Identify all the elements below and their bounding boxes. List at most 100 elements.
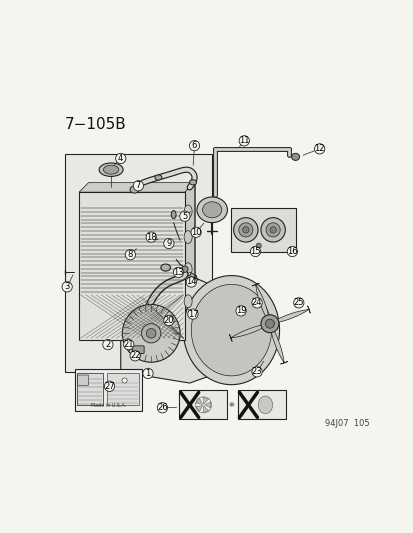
Circle shape <box>163 316 173 326</box>
Circle shape <box>190 227 201 237</box>
Circle shape <box>266 223 280 237</box>
Ellipse shape <box>189 180 196 185</box>
Text: 24: 24 <box>251 298 262 308</box>
Text: 94J07  105: 94J07 105 <box>324 418 368 427</box>
Text: 13: 13 <box>173 268 183 277</box>
Text: 17: 17 <box>187 310 198 319</box>
Polygon shape <box>202 397 208 404</box>
Circle shape <box>146 328 156 338</box>
FancyBboxPatch shape <box>107 373 139 405</box>
Circle shape <box>133 181 143 191</box>
Polygon shape <box>64 154 212 372</box>
Ellipse shape <box>258 396 272 414</box>
Text: 21: 21 <box>123 340 134 349</box>
Circle shape <box>238 223 252 237</box>
FancyBboxPatch shape <box>179 391 226 419</box>
Circle shape <box>186 277 196 287</box>
Circle shape <box>242 227 249 233</box>
Circle shape <box>130 351 140 361</box>
Text: Made in U.S.A.: Made in U.S.A. <box>91 403 126 408</box>
Circle shape <box>189 141 199 151</box>
Circle shape <box>115 154 126 164</box>
Text: 9: 9 <box>166 239 171 248</box>
Text: 5: 5 <box>182 212 187 221</box>
Ellipse shape <box>171 211 176 219</box>
Text: 15: 15 <box>249 247 260 256</box>
Ellipse shape <box>184 263 192 276</box>
Circle shape <box>167 320 172 325</box>
Text: 4: 4 <box>118 154 123 163</box>
Polygon shape <box>88 182 194 330</box>
Circle shape <box>256 243 261 248</box>
Text: ❋: ❋ <box>228 402 235 408</box>
Circle shape <box>146 232 156 242</box>
Ellipse shape <box>291 154 299 160</box>
Circle shape <box>163 238 173 248</box>
Text: 2: 2 <box>105 340 110 349</box>
Circle shape <box>123 340 133 350</box>
Circle shape <box>252 367 261 377</box>
Text: 10: 10 <box>190 228 201 237</box>
Polygon shape <box>79 192 185 340</box>
Text: 6: 6 <box>191 141 197 150</box>
Polygon shape <box>229 325 264 342</box>
Ellipse shape <box>183 276 279 385</box>
Text: 23: 23 <box>251 367 262 376</box>
Polygon shape <box>79 182 194 192</box>
Circle shape <box>62 281 72 292</box>
Circle shape <box>233 217 257 242</box>
Text: 19: 19 <box>235 306 246 316</box>
Polygon shape <box>204 402 210 408</box>
Text: 8: 8 <box>127 250 133 259</box>
Ellipse shape <box>191 285 271 376</box>
Polygon shape <box>185 182 194 340</box>
Polygon shape <box>270 329 287 364</box>
Text: 18: 18 <box>145 232 156 241</box>
Text: 7−105B: 7−105B <box>64 117 126 132</box>
Circle shape <box>122 378 127 383</box>
Text: 27: 27 <box>104 382 114 391</box>
Circle shape <box>173 267 183 278</box>
Polygon shape <box>121 276 212 383</box>
Text: 1: 1 <box>145 369 150 378</box>
Text: 3: 3 <box>64 282 70 292</box>
Circle shape <box>252 298 261 308</box>
Polygon shape <box>195 398 202 405</box>
Circle shape <box>293 298 303 308</box>
Circle shape <box>260 314 278 333</box>
Ellipse shape <box>130 186 139 193</box>
Circle shape <box>141 324 160 343</box>
Circle shape <box>157 402 167 413</box>
Polygon shape <box>195 406 202 411</box>
Circle shape <box>235 306 246 316</box>
Ellipse shape <box>184 295 192 308</box>
Text: 12: 12 <box>313 144 324 154</box>
Polygon shape <box>202 406 208 413</box>
Ellipse shape <box>197 197 227 223</box>
FancyBboxPatch shape <box>237 391 285 419</box>
Text: 26: 26 <box>157 403 167 412</box>
Text: 20: 20 <box>163 316 174 325</box>
Ellipse shape <box>160 264 170 271</box>
Circle shape <box>125 249 135 260</box>
Ellipse shape <box>184 205 192 218</box>
Circle shape <box>260 217 285 242</box>
Text: 22: 22 <box>130 351 140 360</box>
Circle shape <box>195 397 211 413</box>
Circle shape <box>314 144 324 154</box>
Polygon shape <box>275 306 310 322</box>
Circle shape <box>250 246 260 257</box>
Text: 7: 7 <box>135 181 141 190</box>
Circle shape <box>179 211 190 221</box>
FancyBboxPatch shape <box>132 346 144 353</box>
Polygon shape <box>252 284 268 318</box>
Ellipse shape <box>99 163 123 176</box>
FancyBboxPatch shape <box>231 208 295 252</box>
FancyBboxPatch shape <box>78 375 88 385</box>
Text: 14: 14 <box>185 278 196 287</box>
Ellipse shape <box>184 231 192 244</box>
Circle shape <box>269 227 276 233</box>
Text: 25: 25 <box>293 298 303 308</box>
Circle shape <box>102 340 113 350</box>
Circle shape <box>188 309 197 319</box>
